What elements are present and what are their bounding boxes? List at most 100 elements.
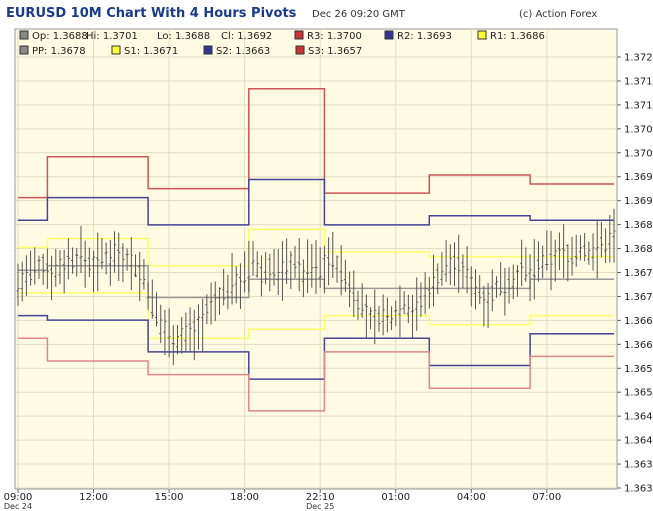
price-bar: [222, 268, 226, 306]
price-bar: [549, 231, 553, 291]
price-bar: [100, 237, 104, 270]
y-tick-label: 1.365: [624, 364, 653, 375]
price-bar: [352, 270, 356, 317]
legend-label: Cl: 1.3692: [221, 31, 272, 42]
price-bar: [247, 240, 251, 293]
price-bar: [71, 247, 75, 274]
price-bar: [297, 238, 301, 292]
price-bar: [503, 268, 507, 316]
price-bar: [213, 281, 217, 322]
price-bar: [369, 307, 373, 330]
price-bar: [155, 292, 159, 327]
price-bar: [377, 306, 381, 332]
price-bar: [142, 259, 146, 290]
price-bar: [444, 240, 448, 283]
x-tick-label: 22:10: [306, 492, 335, 503]
legend-item: Lo: 1.3688: [157, 31, 210, 42]
price-bar: [113, 231, 117, 273]
legend-swatch: [294, 30, 304, 40]
price-bar: [251, 241, 255, 276]
price-bar: [507, 267, 511, 304]
legend-swatch: [477, 30, 487, 40]
price-bar: [238, 263, 242, 309]
price-bar: [16, 263, 20, 306]
price-bar: [390, 306, 394, 331]
y-tick-label: 1.368: [624, 220, 653, 231]
price-bar: [419, 282, 423, 317]
price-bar: [264, 251, 268, 285]
price-bar: [457, 234, 461, 293]
price-bar: [175, 324, 179, 355]
price-bar: [243, 251, 247, 293]
price-bar: [192, 309, 196, 361]
price-bar: [402, 291, 406, 315]
price-bar: [411, 294, 415, 339]
price-bar: [230, 253, 234, 305]
price-bar: [314, 240, 318, 294]
price-bar: [570, 236, 574, 276]
price-bar: [578, 235, 582, 261]
legend-label: Op: 1.3688: [32, 31, 88, 42]
price-bar: [494, 276, 498, 298]
price-bar: [473, 269, 477, 310]
y-tick-label: 1.366: [624, 316, 653, 327]
price-bar: [423, 272, 427, 315]
price-bar: [490, 269, 494, 311]
legend-swatch: [111, 45, 121, 55]
price-bar: [234, 266, 238, 304]
y-tick-label: 1.364: [624, 436, 653, 447]
price-bar: [381, 294, 385, 336]
price-bar: [465, 246, 469, 294]
price-bar: [398, 285, 402, 337]
legend-item: PP: 1.3678: [19, 45, 86, 57]
price-bar: [306, 239, 310, 294]
legend-label: R1: 1.3686: [490, 31, 545, 42]
legend-label: R3: 1.3700: [307, 31, 362, 42]
legend-label: S3: 1.3657: [308, 46, 362, 57]
price-bar: [45, 248, 49, 289]
pivot-line-r1: [18, 228, 614, 267]
price-bar: [583, 233, 587, 262]
y-tick-label: 1.371: [624, 76, 653, 87]
price-bar: [612, 208, 616, 263]
legend-label: Lo: 1.3688: [157, 31, 210, 42]
y-tick-label: 1.367: [624, 268, 653, 279]
y-tick-label: 1.366: [624, 340, 653, 351]
price-bar: [138, 251, 142, 302]
price-bar: [545, 230, 549, 271]
price-bar: [427, 276, 431, 309]
y-tick-label: 1.365: [624, 388, 653, 399]
legend-item: S2: 1.3663: [203, 45, 270, 57]
price-bar: [117, 232, 121, 281]
price-bar: [574, 234, 578, 267]
price-bar: [184, 312, 188, 353]
y-tick-label: 1.363: [624, 460, 653, 471]
price-bar: [301, 259, 305, 298]
price-bar: [121, 243, 125, 283]
y-axis: 1.372 1.371 1.371 1.370 1.370 1.369 1.369 1.368…: [617, 53, 653, 495]
price-bar: [566, 244, 570, 282]
legend-swatch: [295, 45, 305, 55]
price-bar: [226, 274, 230, 310]
y-tick-label: 1.364: [624, 412, 653, 423]
price-bar: [478, 275, 482, 305]
price-bar: [66, 238, 70, 280]
price-bar: [532, 239, 536, 300]
price-bar: [146, 282, 150, 311]
y-tick-label: 1.369: [624, 196, 653, 207]
legend-swatch: [19, 45, 29, 55]
price-bar: [171, 325, 175, 366]
price-bar: [129, 237, 133, 290]
price-bar: [360, 283, 364, 318]
x-tick-sublabel: Dec 24: [4, 502, 32, 511]
y-tick-label: 1.369: [624, 172, 653, 183]
legend-item: Op: 1.3688: [19, 30, 88, 42]
price-bar: [134, 254, 138, 278]
price-bar: [436, 263, 440, 295]
legend-label: S2: 1.3663: [216, 46, 270, 57]
legend-item: R3: 1.3700: [294, 30, 362, 42]
price-bar: [50, 255, 54, 301]
price-bar: [335, 255, 339, 283]
legend-item: Cl: 1.3692: [221, 31, 272, 42]
